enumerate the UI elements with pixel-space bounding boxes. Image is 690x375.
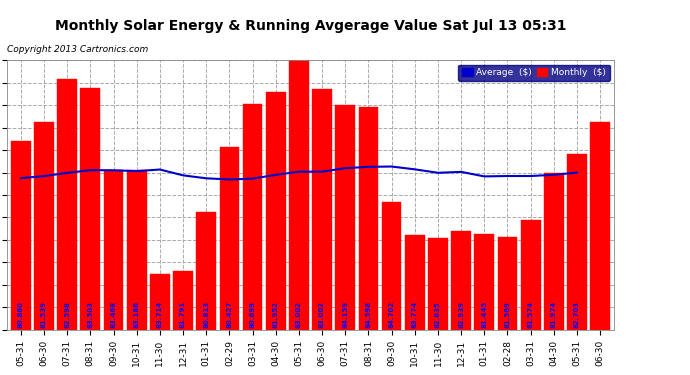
Bar (243, 104, 262, 375)
Bar (127, 170, 146, 375)
Bar (57, 79, 77, 375)
Bar (428, 238, 448, 375)
Text: 83.774: 83.774 (412, 301, 417, 328)
Text: 80.860: 80.860 (18, 302, 24, 328)
Text: 83.002: 83.002 (296, 302, 302, 328)
Bar (567, 154, 587, 375)
Text: 81.445: 81.445 (482, 301, 487, 328)
Text: 80.699: 80.699 (250, 302, 255, 328)
Text: 82.939: 82.939 (458, 302, 464, 328)
Text: 81.791: 81.791 (180, 302, 186, 328)
Bar (104, 170, 124, 375)
Bar (382, 202, 402, 375)
Text: 82.635: 82.635 (435, 302, 441, 328)
Bar (497, 237, 518, 375)
Text: Copyright 2013 Cartronics.com: Copyright 2013 Cartronics.com (7, 45, 148, 54)
Bar (34, 122, 54, 375)
Text: 83.186: 83.186 (134, 302, 139, 328)
Text: 82.703: 82.703 (574, 302, 580, 328)
Text: 80.427: 80.427 (226, 302, 233, 328)
Text: 81.974: 81.974 (551, 301, 557, 328)
Bar (335, 105, 355, 375)
Text: 81.574: 81.574 (528, 302, 533, 328)
Bar (359, 107, 378, 375)
Bar (475, 234, 494, 375)
Bar (544, 173, 564, 375)
Bar (266, 92, 286, 375)
Bar (81, 87, 100, 375)
Bar (11, 141, 30, 375)
Bar (197, 212, 216, 375)
Bar (173, 271, 193, 375)
Text: 84.159: 84.159 (342, 302, 348, 328)
Bar (313, 89, 332, 375)
Bar (150, 274, 170, 375)
Bar (591, 122, 610, 375)
Text: Monthly Solar Energy & Running Avgerage Value Sat Jul 13 05:31: Monthly Solar Energy & Running Avgerage … (55, 19, 566, 33)
Text: 81.952: 81.952 (273, 302, 279, 328)
Text: 83.714: 83.714 (157, 301, 163, 328)
Text: 83.468: 83.468 (110, 302, 117, 328)
Bar (405, 235, 424, 375)
Text: 82.598: 82.598 (64, 302, 70, 328)
Bar (521, 220, 540, 375)
Text: 80.813: 80.813 (204, 302, 209, 328)
Bar (289, 57, 308, 375)
Bar (451, 231, 471, 375)
Text: 83.002: 83.002 (319, 302, 325, 328)
Legend: Average  ($), Monthly  ($): Average ($), Monthly ($) (458, 64, 609, 81)
Text: 84.702: 84.702 (388, 302, 395, 328)
Text: 83.503: 83.503 (88, 302, 93, 328)
Text: 81.539: 81.539 (41, 302, 47, 328)
Text: 84.598: 84.598 (366, 302, 371, 328)
Text: 81.569: 81.569 (504, 302, 511, 328)
Bar (219, 147, 239, 375)
